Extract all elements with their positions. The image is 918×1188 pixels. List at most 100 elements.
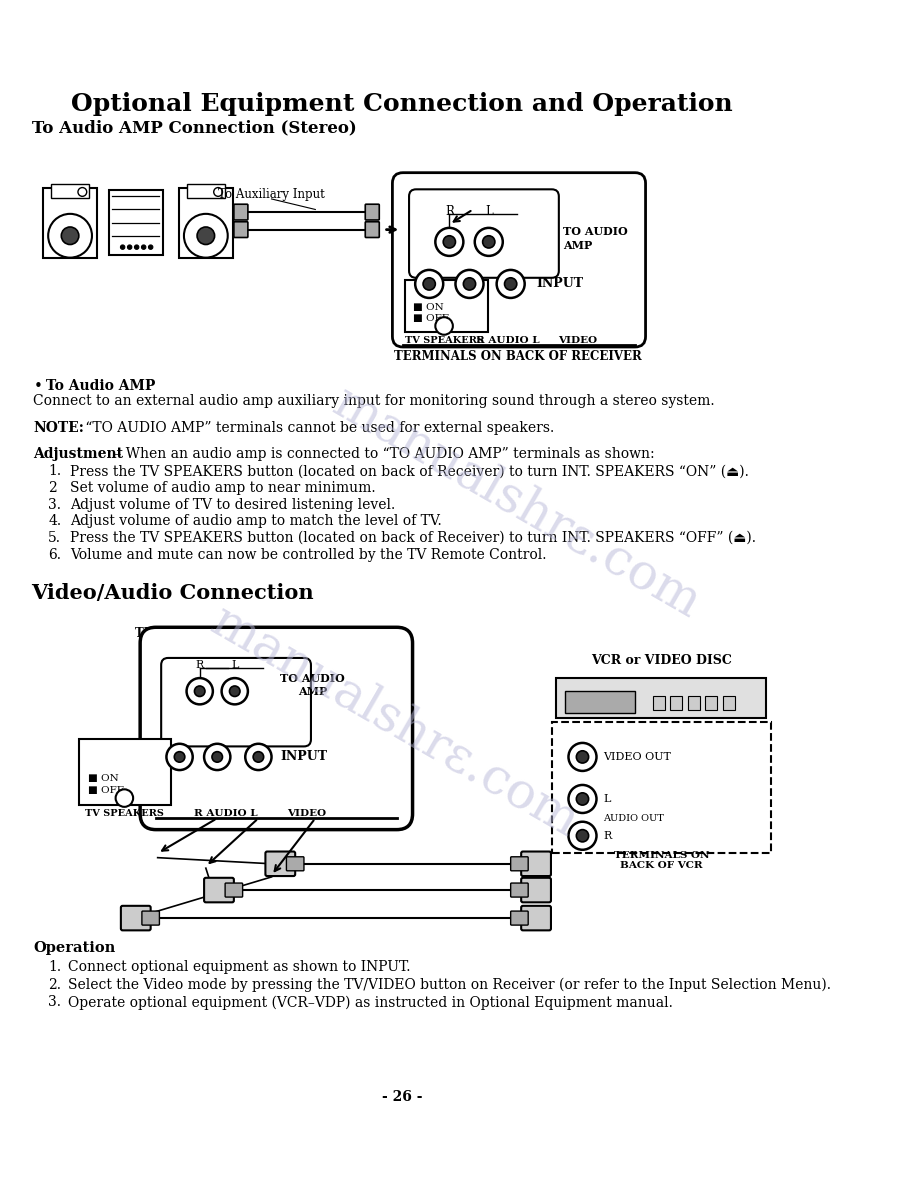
Text: VCR or VIDEO DISC: VCR or VIDEO DISC	[591, 655, 732, 668]
Circle shape	[253, 752, 263, 763]
FancyBboxPatch shape	[409, 189, 559, 278]
Text: Video/Audio Connection: Video/Audio Connection	[31, 583, 314, 604]
Circle shape	[568, 742, 597, 771]
Bar	[556, 678, 767, 718]
Circle shape	[568, 785, 597, 813]
Text: 4.: 4.	[48, 514, 62, 529]
Bar	[552, 722, 771, 853]
Text: 2.: 2.	[48, 978, 62, 992]
Text: Connect to an external audio amp auxiliary input for monitoring sound through a : Connect to an external audio amp auxilia…	[33, 394, 715, 409]
Bar	[43, 188, 97, 258]
FancyBboxPatch shape	[392, 172, 645, 347]
Text: Operation: Operation	[33, 941, 116, 955]
Text: ■ ON: ■ ON	[87, 775, 118, 783]
Bar	[108, 190, 162, 255]
Circle shape	[577, 792, 588, 805]
Text: 1.: 1.	[48, 465, 62, 479]
Circle shape	[568, 822, 597, 849]
Text: To Audio AMP: To Audio AMP	[46, 379, 155, 392]
Text: TERMINALS ON
BACK OF VCR: TERMINALS ON BACK OF VCR	[613, 851, 709, 870]
Text: Adjust volume of TV to desired listening level.: Adjust volume of TV to desired listening…	[70, 498, 396, 512]
Text: Press the TV SPEAKERS button (located on back of Receiver) to turn INT. SPEAKERS: Press the TV SPEAKERS button (located on…	[70, 531, 756, 545]
Text: 3.: 3.	[48, 498, 62, 512]
Circle shape	[221, 678, 248, 704]
FancyBboxPatch shape	[204, 878, 234, 903]
Bar	[405, 279, 487, 333]
Text: – When an audio amp is connected to “TO AUDIO AMP” terminals as shown:: – When an audio amp is connected to “TO …	[110, 447, 655, 461]
Circle shape	[134, 245, 139, 249]
Text: R AUDIO L: R AUDIO L	[195, 809, 258, 819]
Text: TERMINALS ON BACK OF RECEIVER: TERMINALS ON BACK OF RECEIVER	[135, 627, 382, 640]
Circle shape	[464, 278, 476, 290]
Bar	[179, 188, 233, 258]
FancyBboxPatch shape	[510, 883, 528, 897]
Circle shape	[230, 685, 240, 696]
Text: L: L	[485, 204, 493, 217]
FancyBboxPatch shape	[162, 658, 311, 746]
Text: R: R	[603, 830, 611, 841]
Text: Press the TV SPEAKERS button (located on back of Receiver) to turn INT. SPEAKERS: Press the TV SPEAKERS button (located on…	[70, 465, 749, 479]
Circle shape	[214, 188, 222, 196]
Text: 6.: 6.	[48, 548, 62, 562]
Circle shape	[483, 235, 495, 248]
Circle shape	[423, 278, 435, 290]
Text: Connect optional equipment as shown to INPUT.: Connect optional equipment as shown to I…	[68, 960, 411, 974]
Text: ■ OFF: ■ OFF	[413, 314, 449, 323]
Circle shape	[197, 227, 215, 245]
Text: manualshrε.com: manualshrε.com	[202, 596, 587, 847]
Text: ■ OFF: ■ OFF	[87, 785, 123, 795]
Circle shape	[245, 744, 272, 770]
Circle shape	[166, 744, 193, 770]
Text: 1.: 1.	[48, 960, 62, 974]
Circle shape	[577, 751, 588, 763]
Circle shape	[443, 235, 455, 248]
Text: Operate optional equipment (VCR–VDP) as instructed in Optional Equipment manual.: Operate optional equipment (VCR–VDP) as …	[68, 996, 673, 1010]
FancyBboxPatch shape	[121, 905, 151, 930]
Bar	[79, 739, 171, 805]
Circle shape	[577, 829, 588, 842]
Text: R: R	[196, 661, 204, 670]
Text: VIDEO OUT: VIDEO OUT	[603, 752, 671, 762]
Text: Set volume of audio amp to near minimum.: Set volume of audio amp to near minimum.	[70, 481, 375, 495]
FancyBboxPatch shape	[510, 857, 528, 871]
Text: VIDEO: VIDEO	[558, 336, 598, 346]
FancyBboxPatch shape	[521, 852, 551, 876]
Circle shape	[128, 245, 132, 249]
Text: manualshrε.com: manualshrε.com	[324, 378, 710, 628]
FancyBboxPatch shape	[140, 627, 412, 829]
Text: TERMINALS ON BACK OF RECEIVER: TERMINALS ON BACK OF RECEIVER	[394, 350, 642, 364]
Text: NOTE:: NOTE:	[33, 421, 84, 435]
Circle shape	[195, 685, 205, 696]
FancyBboxPatch shape	[521, 878, 551, 903]
Circle shape	[186, 678, 213, 704]
Circle shape	[212, 752, 222, 763]
Text: R AUDIO L: R AUDIO L	[476, 336, 540, 346]
Text: TV SPEAKERS: TV SPEAKERS	[405, 336, 484, 346]
FancyBboxPatch shape	[365, 204, 379, 220]
Text: Adjust volume of audio amp to match the level of TV.: Adjust volume of audio amp to match the …	[70, 514, 442, 529]
Text: “TO AUDIO AMP” terminals cannot be used for external speakers.: “TO AUDIO AMP” terminals cannot be used …	[81, 421, 554, 435]
Bar	[705, 696, 717, 709]
Circle shape	[141, 245, 146, 249]
Circle shape	[455, 270, 484, 298]
Text: TV SPEAKERS: TV SPEAKERS	[85, 809, 163, 819]
Text: Select the Video mode by pressing the TV/VIDEO button on Receiver (or refer to t: Select the Video mode by pressing the TV…	[68, 978, 832, 992]
Text: ■ ON: ■ ON	[413, 303, 444, 312]
Text: 3.: 3.	[48, 996, 62, 1009]
FancyBboxPatch shape	[510, 911, 528, 925]
Bar	[670, 696, 682, 709]
Circle shape	[120, 245, 125, 249]
Circle shape	[62, 227, 79, 245]
Text: Volume and mute can now be controlled by the TV Remote Control.: Volume and mute can now be controlled by…	[70, 548, 546, 562]
FancyBboxPatch shape	[234, 204, 248, 220]
FancyBboxPatch shape	[142, 911, 160, 925]
Text: Optional Equipment Connection and Operation: Optional Equipment Connection and Operat…	[72, 93, 733, 116]
FancyBboxPatch shape	[286, 857, 304, 871]
Text: L: L	[603, 794, 610, 804]
Text: L: L	[231, 661, 239, 670]
Text: 5.: 5.	[48, 531, 62, 545]
Circle shape	[475, 228, 503, 255]
Text: 2: 2	[48, 481, 57, 495]
Text: Adjustment: Adjustment	[33, 447, 123, 461]
Circle shape	[174, 752, 185, 763]
